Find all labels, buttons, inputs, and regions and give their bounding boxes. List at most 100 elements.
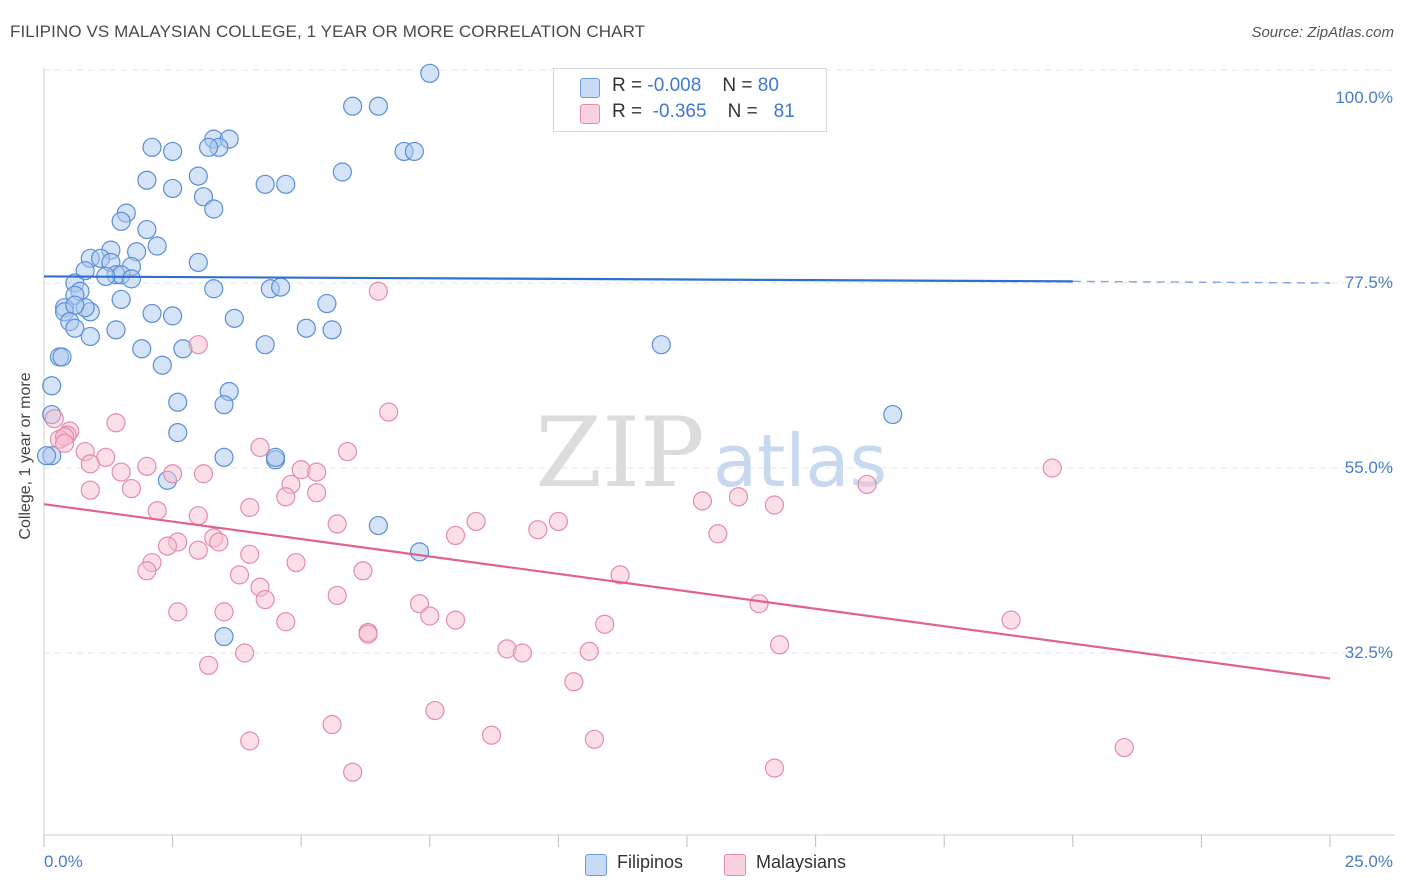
filipinos-point bbox=[132, 339, 152, 359]
trend-lines bbox=[43, 275, 1331, 680]
malaysians-point bbox=[445, 610, 466, 630]
filipinos-point bbox=[271, 277, 291, 297]
malaysians-point bbox=[240, 497, 260, 518]
malaysians-point bbox=[528, 520, 548, 540]
filipinos-point bbox=[317, 293, 337, 314]
filipinos-point bbox=[199, 137, 219, 157]
filipinos-legend-swatch bbox=[585, 854, 607, 876]
malaysians-point bbox=[276, 487, 296, 507]
filipinos-point bbox=[75, 261, 95, 281]
malaysians-point bbox=[137, 561, 157, 581]
filipinos-point bbox=[276, 174, 296, 194]
filipinos-point bbox=[332, 162, 352, 182]
malaysians-point bbox=[692, 491, 713, 511]
filipinos-point bbox=[214, 626, 234, 647]
filipinos-point bbox=[204, 199, 224, 219]
filipinos-point bbox=[265, 447, 286, 467]
malaysians-trend-line bbox=[43, 503, 1331, 680]
filipinos-point bbox=[193, 187, 214, 207]
malaysians-point bbox=[286, 552, 306, 573]
filipinos-point bbox=[36, 446, 57, 466]
filipinos-point bbox=[65, 318, 85, 338]
y-tick-label: 100.0% bbox=[1335, 88, 1393, 107]
filipinos-point bbox=[163, 141, 183, 162]
watermark-zip: ZIP bbox=[535, 397, 704, 509]
malaysians-point bbox=[466, 511, 486, 532]
malaysians-point bbox=[579, 641, 599, 661]
malaysians-point bbox=[1114, 737, 1134, 758]
y-tick-label: 32.5% bbox=[1344, 643, 1393, 662]
malaysians-point bbox=[327, 514, 347, 534]
x-tick-max: 25.0% bbox=[1344, 852, 1393, 871]
malaysians-point bbox=[322, 714, 342, 735]
filipinos-point bbox=[214, 395, 234, 415]
malaysians-point bbox=[188, 506, 208, 526]
filipinos-point bbox=[142, 303, 162, 324]
source-label: Source: ZipAtlas.com bbox=[1251, 24, 1394, 41]
filipinos-point bbox=[651, 335, 671, 355]
filipinos-point bbox=[137, 170, 157, 190]
filipinos-point bbox=[168, 392, 188, 412]
legend-text-malaysians: R = -0.365 N = 81 bbox=[612, 101, 795, 122]
x-tick-min: 0.0% bbox=[44, 852, 83, 871]
legend-row-malaysians: R = -0.365 N = 81 bbox=[554, 101, 826, 125]
malaysians-point bbox=[425, 700, 445, 721]
malaysians-point bbox=[358, 624, 378, 644]
malaysians-point bbox=[327, 585, 347, 606]
malaysians-point bbox=[368, 281, 388, 301]
malaysians-point bbox=[353, 561, 373, 581]
filipinos-point bbox=[137, 219, 157, 240]
filipinos-point bbox=[42, 376, 62, 396]
malaysians-point bbox=[764, 495, 785, 515]
malaysians-point bbox=[255, 589, 275, 610]
malaysians-point bbox=[409, 594, 430, 614]
malaysians-point bbox=[276, 612, 296, 632]
filipinos-point bbox=[142, 137, 162, 157]
filipinos-point bbox=[111, 289, 131, 310]
malaysians-point bbox=[548, 511, 569, 532]
malaysians-point bbox=[209, 532, 229, 552]
y-tick-label: 55.0% bbox=[1344, 458, 1393, 477]
malaysians-point bbox=[379, 402, 399, 422]
malaysians-point bbox=[193, 464, 214, 484]
malaysians-point bbox=[1042, 458, 1062, 478]
malaysians-point bbox=[512, 643, 532, 663]
malaysians-point bbox=[235, 643, 255, 663]
malaysians-point bbox=[163, 464, 183, 484]
filipinos-point bbox=[224, 308, 244, 328]
malaysians-point bbox=[188, 335, 208, 355]
malaysians-point bbox=[343, 762, 363, 782]
malaysians-point bbox=[595, 614, 615, 634]
filipinos-point bbox=[52, 347, 72, 367]
filipinos-point bbox=[322, 320, 342, 340]
malaysians-point bbox=[584, 729, 605, 749]
malaysians-legend-swatch bbox=[724, 854, 746, 876]
filipinos-point bbox=[152, 355, 172, 375]
y-tick-label: 77.5% bbox=[1344, 273, 1393, 292]
filipinos-point bbox=[121, 269, 142, 289]
malaysians-point bbox=[121, 478, 142, 499]
malaysians-point bbox=[420, 606, 440, 626]
malaysians-point bbox=[54, 433, 75, 453]
filipinos-point bbox=[409, 542, 430, 562]
filipinos-point bbox=[168, 423, 188, 443]
legend-text-filipinos: R = -0.008 N = 80 bbox=[612, 75, 779, 96]
malaysians-point bbox=[764, 758, 785, 778]
filipinos-point bbox=[80, 326, 100, 347]
stats-legend: R = -0.008 N = 80 R = -0.365 N = 81 bbox=[553, 68, 827, 132]
filipinos-trend-extension bbox=[1072, 280, 1331, 284]
malaysians-point bbox=[214, 602, 234, 622]
filipinos-point bbox=[163, 306, 183, 326]
malaysians-point bbox=[445, 525, 466, 546]
filipinos-point bbox=[188, 166, 208, 186]
filipinos-point bbox=[65, 295, 85, 315]
malaysians-point bbox=[481, 725, 502, 745]
malaysians-point bbox=[240, 544, 260, 564]
malaysians-legend-label: Malaysians bbox=[756, 852, 847, 872]
malaysians-point bbox=[307, 462, 327, 482]
malaysians-point bbox=[610, 565, 630, 585]
filipinos-point bbox=[420, 63, 440, 83]
filipinos-point bbox=[106, 320, 126, 340]
filipinos-point bbox=[368, 96, 388, 116]
